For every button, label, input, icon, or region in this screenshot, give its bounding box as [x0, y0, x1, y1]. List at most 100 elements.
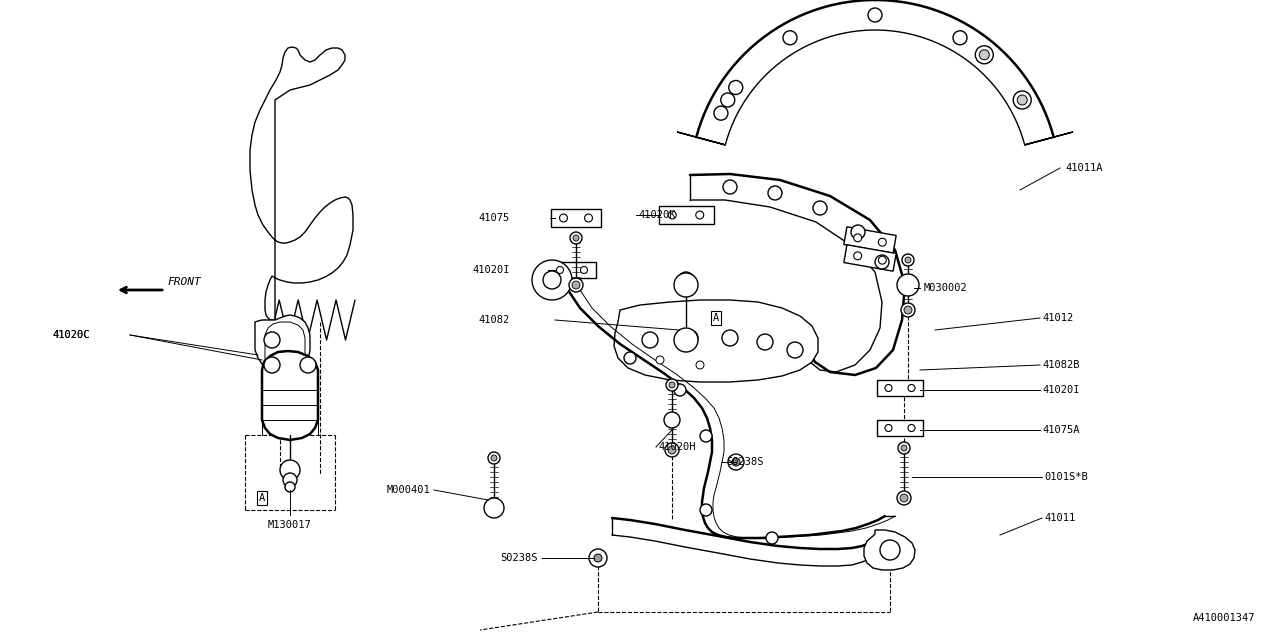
Circle shape — [589, 549, 607, 567]
Polygon shape — [844, 227, 896, 253]
Circle shape — [884, 385, 892, 392]
Polygon shape — [864, 530, 915, 570]
Circle shape — [783, 31, 797, 45]
Circle shape — [488, 452, 500, 464]
Circle shape — [901, 303, 915, 317]
Circle shape — [675, 328, 698, 352]
Polygon shape — [1025, 132, 1073, 145]
Text: 41020I: 41020I — [472, 265, 509, 275]
Circle shape — [664, 412, 680, 428]
Circle shape — [954, 31, 966, 45]
Text: 41011: 41011 — [1044, 513, 1075, 523]
Circle shape — [854, 252, 861, 260]
Text: 41075A: 41075A — [1042, 425, 1079, 435]
Polygon shape — [550, 209, 602, 227]
Circle shape — [543, 271, 561, 289]
Circle shape — [765, 532, 778, 544]
Circle shape — [675, 384, 686, 396]
Text: A: A — [713, 313, 719, 323]
Circle shape — [280, 460, 300, 480]
Circle shape — [700, 504, 712, 516]
Circle shape — [678, 272, 694, 288]
Circle shape — [1015, 93, 1029, 107]
Polygon shape — [844, 244, 896, 271]
Text: 0101S*B: 0101S*B — [1044, 472, 1088, 482]
Circle shape — [570, 278, 582, 292]
Circle shape — [901, 445, 908, 451]
Circle shape — [559, 214, 567, 222]
Text: 41020C: 41020C — [52, 330, 90, 340]
Circle shape — [728, 454, 744, 470]
Circle shape — [669, 382, 675, 388]
Circle shape — [285, 482, 294, 492]
Circle shape — [283, 473, 297, 487]
Circle shape — [732, 458, 740, 466]
Circle shape — [557, 266, 563, 273]
Circle shape — [625, 352, 636, 364]
Text: 41020H: 41020H — [658, 442, 695, 452]
Circle shape — [768, 186, 782, 200]
Circle shape — [675, 273, 698, 297]
Polygon shape — [614, 300, 818, 382]
Circle shape — [979, 50, 989, 60]
Circle shape — [908, 424, 915, 431]
Text: M130017: M130017 — [268, 520, 312, 530]
Text: 41075: 41075 — [479, 213, 509, 223]
Circle shape — [905, 257, 911, 263]
Circle shape — [723, 180, 737, 194]
Circle shape — [1018, 95, 1028, 105]
Text: 41020I: 41020I — [1042, 385, 1079, 395]
Circle shape — [490, 506, 498, 514]
Circle shape — [851, 225, 865, 239]
Polygon shape — [255, 315, 310, 380]
Polygon shape — [262, 351, 317, 440]
Circle shape — [1014, 91, 1032, 109]
Circle shape — [975, 46, 993, 64]
Circle shape — [666, 443, 678, 457]
Text: A: A — [259, 493, 265, 503]
Circle shape — [668, 211, 676, 219]
Circle shape — [722, 330, 739, 346]
Polygon shape — [877, 420, 923, 436]
Circle shape — [902, 254, 914, 266]
Text: 41020C: 41020C — [52, 330, 90, 340]
Text: 41012: 41012 — [1042, 313, 1073, 323]
Text: S0238S: S0238S — [726, 457, 763, 467]
Text: M030002: M030002 — [924, 283, 968, 293]
Circle shape — [813, 201, 827, 215]
Circle shape — [878, 238, 886, 246]
Circle shape — [264, 332, 280, 348]
Circle shape — [300, 357, 316, 373]
Circle shape — [878, 256, 886, 264]
Circle shape — [486, 503, 500, 517]
Circle shape — [572, 281, 580, 289]
Circle shape — [908, 385, 915, 392]
Circle shape — [854, 234, 861, 242]
Text: 41011A: 41011A — [1065, 163, 1102, 173]
Text: M000401: M000401 — [387, 485, 430, 495]
Text: 41082: 41082 — [479, 315, 509, 325]
Circle shape — [728, 81, 742, 95]
Circle shape — [881, 540, 900, 560]
Polygon shape — [877, 380, 923, 396]
Circle shape — [876, 255, 890, 269]
Polygon shape — [548, 262, 596, 278]
Text: A410001347: A410001347 — [1193, 613, 1254, 623]
Circle shape — [682, 330, 698, 346]
Circle shape — [581, 266, 588, 273]
Text: 41020K: 41020K — [637, 210, 676, 220]
Polygon shape — [250, 47, 353, 320]
Circle shape — [721, 93, 735, 107]
Circle shape — [756, 334, 773, 350]
Circle shape — [884, 424, 892, 431]
Circle shape — [904, 306, 911, 314]
Circle shape — [570, 232, 582, 244]
Circle shape — [868, 8, 882, 22]
Circle shape — [573, 235, 579, 241]
Circle shape — [787, 342, 803, 358]
Circle shape — [585, 214, 593, 222]
Circle shape — [484, 498, 504, 518]
Polygon shape — [658, 206, 713, 224]
Polygon shape — [265, 322, 305, 378]
Circle shape — [899, 442, 910, 454]
